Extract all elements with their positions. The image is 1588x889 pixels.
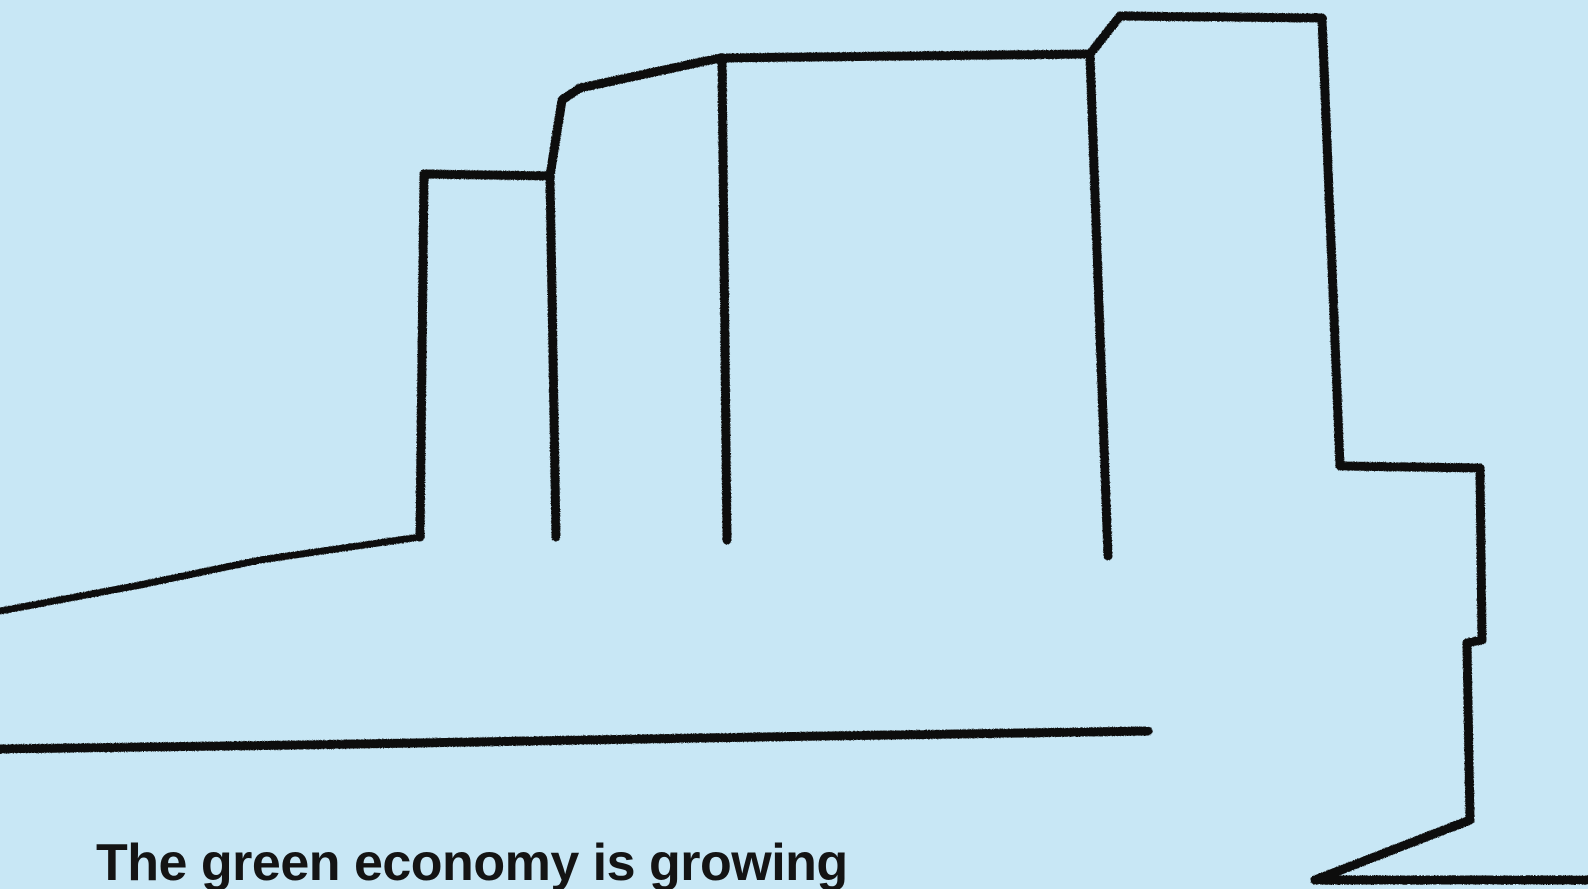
headline: The green economy is growing [96,834,848,889]
building-edge-line [1085,51,1113,561]
building-edge-line [545,171,561,542]
ground-slope-line [0,533,424,615]
building-edge-line [717,55,732,545]
skyline-outline [415,11,1487,885]
horizon-line [0,726,1153,754]
